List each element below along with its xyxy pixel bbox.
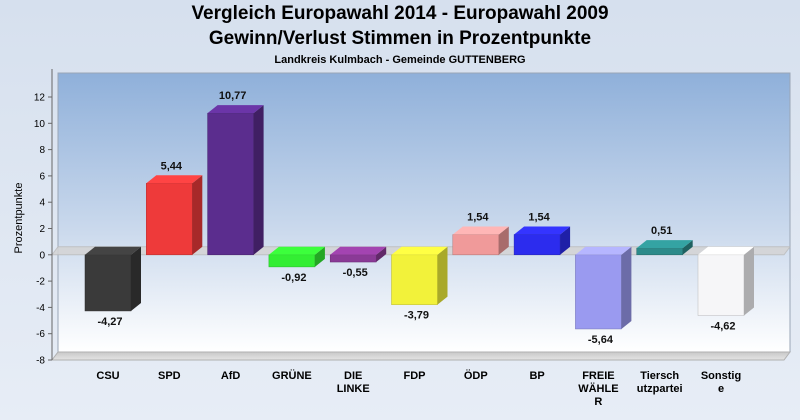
bar-top	[575, 246, 632, 255]
bar-front	[452, 234, 500, 256]
bar-front	[84, 254, 132, 312]
data-label: 5,44	[161, 160, 183, 172]
bar-side	[498, 226, 509, 255]
plot-floor	[51, 351, 791, 361]
category-label: AfD	[221, 370, 241, 382]
bar-front	[697, 254, 745, 316]
y-tick-label: -4	[36, 303, 45, 314]
y-tick-label: -2	[36, 277, 45, 288]
bar-top	[85, 246, 141, 255]
bar-top	[452, 226, 509, 235]
bar-side	[192, 175, 203, 255]
bar-3	[268, 246, 325, 268]
data-label: 10,77	[219, 90, 247, 102]
bar-10	[697, 246, 754, 316]
category-label: Sonstig	[701, 370, 741, 382]
bar-top	[514, 226, 571, 235]
y-tick-label: 4	[39, 198, 45, 209]
y-tick-label: 6	[39, 171, 45, 182]
data-label: 0,51	[651, 225, 672, 237]
chart-title-line-2: Gewinn/Verlust Stimmen in Prozentpunkte	[208, 28, 592, 49]
bar-side	[314, 246, 325, 267]
bar-front	[575, 254, 622, 330]
category-label: WÄHLE	[578, 382, 618, 395]
bar-front	[636, 247, 683, 256]
category-label: Tiersch	[640, 370, 679, 382]
bar-side	[682, 240, 693, 255]
bar-front	[513, 234, 561, 256]
bar-front	[268, 254, 316, 268]
data-label: -3,79	[404, 310, 429, 322]
data-label: -5,64	[588, 334, 614, 346]
bar-7	[513, 226, 571, 256]
bar-side	[131, 246, 141, 311]
bar-8	[575, 246, 632, 330]
bar-6	[452, 226, 509, 256]
category-label: CSU	[96, 370, 119, 382]
category-label: GRÜNE	[272, 369, 312, 382]
bar-top	[268, 246, 325, 255]
y-tick-label: 0	[39, 250, 45, 261]
category-label: utzpartei	[637, 383, 683, 395]
y-tick-label: 8	[39, 145, 45, 156]
bar-front	[329, 254, 377, 263]
bar-2	[207, 105, 264, 256]
data-label: 1,54	[467, 212, 489, 224]
category-label: FDP	[404, 370, 426, 382]
bar-side	[560, 226, 571, 255]
bar-side	[253, 105, 264, 255]
data-label: -4,62	[710, 321, 735, 333]
bar-top	[391, 246, 448, 255]
bar-top	[146, 175, 203, 184]
category-label: ÖDP	[464, 369, 488, 382]
chart-title-line-1: Vergleich Europawahl 2014 - Europawahl 2…	[191, 3, 609, 24]
bar-1	[146, 175, 203, 256]
category-label: e	[718, 383, 724, 395]
bar-side	[437, 246, 448, 305]
y-tick-label: -8	[36, 356, 45, 367]
data-label: -0,92	[281, 272, 306, 284]
bar-side	[744, 246, 754, 316]
y-tick-label: 10	[34, 119, 46, 130]
bar-side	[376, 246, 387, 263]
bar-9	[636, 240, 693, 256]
y-axis-label: Prozentpunkte	[13, 183, 25, 254]
bar-top	[636, 240, 693, 249]
data-label: -0,55	[343, 267, 368, 279]
bar-side	[621, 246, 632, 329]
bar-top	[698, 246, 754, 255]
y-tick-label: 12	[34, 93, 46, 104]
category-label: FREIE	[582, 370, 614, 382]
category-label: SPD	[158, 370, 181, 382]
bar-front	[391, 254, 438, 305]
bar-4	[329, 246, 387, 263]
y-tick-label: -6	[36, 329, 45, 340]
bar-top	[207, 105, 264, 114]
y-tick-label: 2	[39, 224, 45, 235]
data-label: -4,27	[97, 316, 122, 328]
category-label: LINKE	[337, 383, 370, 395]
category-label: DIE	[344, 370, 362, 382]
category-label: R	[594, 396, 602, 408]
bar-0	[84, 246, 141, 312]
bar-front	[207, 112, 254, 256]
bar-front	[146, 183, 193, 256]
bar-5	[391, 246, 448, 305]
bar-top	[330, 246, 387, 255]
chart-subtitle: Landkreis Kulmbach - Gemeinde GUTTENBERG	[274, 54, 526, 66]
category-label: BP	[529, 370, 544, 382]
data-label: 1,54	[528, 212, 550, 224]
